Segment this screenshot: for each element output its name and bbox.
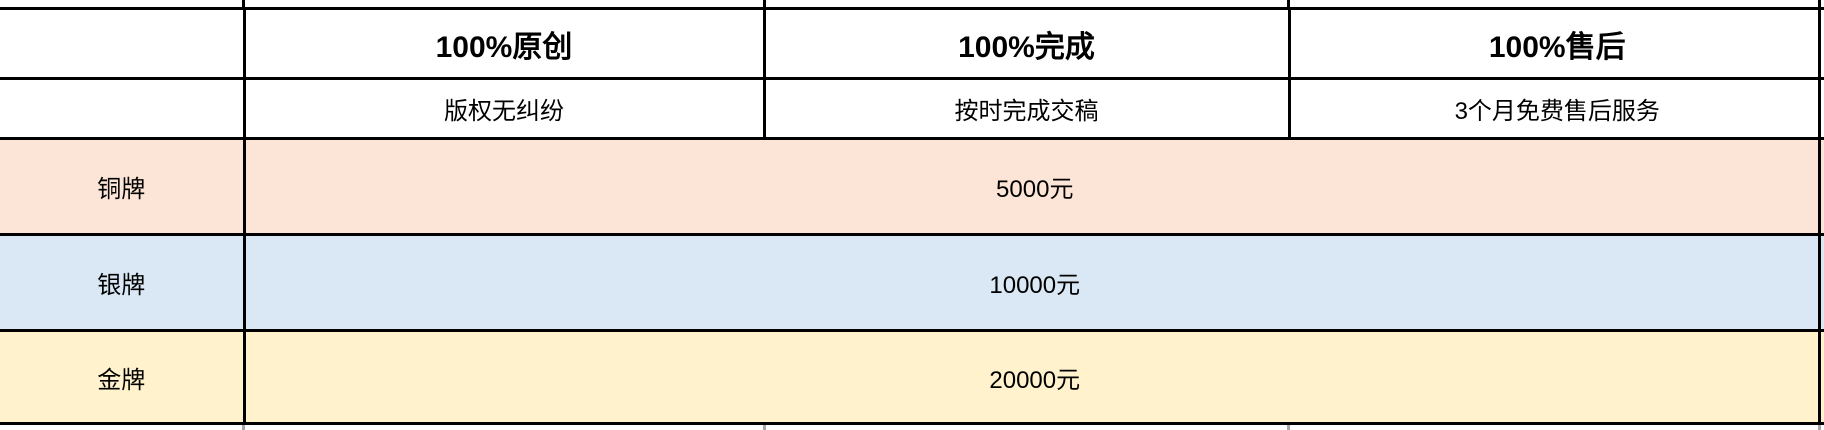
header-corner-cell — [0, 7, 246, 80]
gridline-stub-bottom-col1 — [242, 425, 245, 430]
tier-label-silver: 银牌 — [0, 233, 246, 332]
gridline-stub-top-col3 — [1287, 0, 1290, 7]
tier-label-bronze: 铜牌 — [0, 137, 246, 236]
subheader-row: 版权无纠纷 按时完成交稿 3个月免费售后服务 — [0, 77, 1824, 140]
tier-price-silver: 10000元 — [242, 233, 1824, 332]
header-cell-original: 100%原创 — [242, 7, 766, 80]
header-cell-aftersales: 100%售后 — [1287, 7, 1824, 80]
tier-row-gold: 金牌 20000元 — [0, 329, 1824, 425]
header-row: 100%原创 100%完成 100%售后 — [0, 7, 1824, 80]
subheader-cell-delivery: 按时完成交稿 — [762, 77, 1291, 140]
tier-row-bronze: 铜牌 5000元 — [0, 137, 1824, 236]
subheader-cell-copyright: 版权无纠纷 — [242, 77, 766, 140]
tier-price-gold: 20000元 — [242, 329, 1824, 425]
tier-label-gold: 金牌 — [0, 329, 246, 425]
tier-price-bronze: 5000元 — [242, 137, 1824, 236]
subheader-corner-cell — [0, 77, 246, 140]
tier-row-silver: 银牌 10000元 — [0, 233, 1824, 332]
table-right-border — [1818, 0, 1821, 425]
header-cell-completion: 100%完成 — [762, 7, 1291, 80]
gridline-stub-bottom-col3 — [1287, 425, 1290, 430]
pricing-table: 100%原创 100%完成 100%售后 版权无纠纷 按时完成交稿 3个月免费售… — [0, 7, 1824, 425]
subheader-cell-service: 3个月免费售后服务 — [1287, 77, 1824, 140]
gridline-stub-bottom-col4 — [1818, 425, 1821, 430]
gridline-stub-top-col2 — [763, 0, 766, 7]
gridline-stub-top-col1 — [242, 0, 245, 7]
gridline-stub-bottom-col2 — [763, 425, 766, 430]
